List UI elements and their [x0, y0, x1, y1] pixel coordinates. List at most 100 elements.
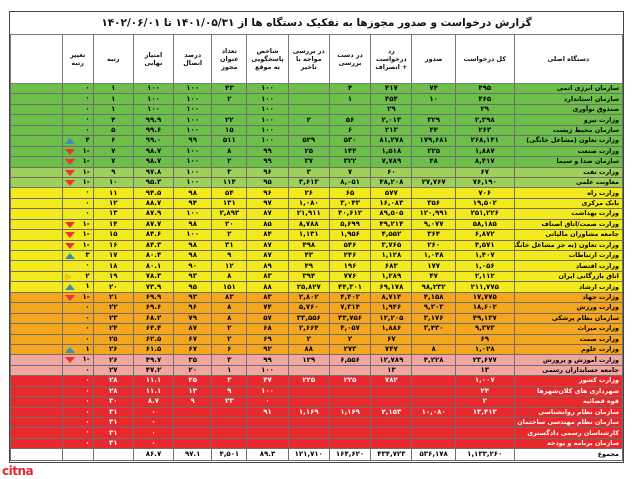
cell-ontime: ۱۰۰ — [246, 103, 289, 116]
table-row: کارشناسان رسمی دادگستری ۰ ۳۱ ۰ — [10, 427, 624, 439]
cell-spacer — [10, 333, 63, 345]
cell-rank-change: -۱ — [61, 354, 94, 366]
cell-ontime — [246, 437, 289, 450]
cell-rank-change: ۰ — [61, 323, 94, 335]
cell-issued: ۴۸ — [411, 156, 456, 168]
cell-requests: ۱۷,۷۷۵ — [454, 291, 515, 304]
header-row: دستگاه اصلی کل درخواست صدور رد درخواست +… — [10, 34, 624, 84]
cell-permit-count: ۸ — [211, 302, 248, 314]
cell-rank: ۳۱ — [92, 406, 134, 419]
cell-ontime: ۱۰۰ — [246, 385, 289, 398]
cell-org-name: وزارت صنعت — [513, 145, 624, 158]
cell-permit-count — [211, 427, 248, 439]
cell-org-name: وزارت بهداشت — [513, 208, 624, 220]
table-row: وزارت میراث ۹,۳۷۳ ۳,۴۳۰ ۱,۸۸۶ ۴,۰۵۷ ۲,۶۶۴ ۶۸ ۲ ۸… — [10, 323, 624, 335]
cell-rejected: ۶۷ — [370, 333, 413, 345]
cell-connection: ۱۰۰ — [173, 124, 213, 137]
cell-spacer — [10, 176, 63, 189]
cell-requests: ۷۶,۱۹۰ — [454, 176, 515, 189]
cell-rank: ۱۲ — [92, 197, 134, 210]
cell-org-name: وزارت علوم — [513, 343, 624, 356]
cell-issued — [411, 385, 456, 398]
rank-change-value: ۰ — [85, 84, 90, 92]
cell-delayed — [287, 82, 330, 95]
cell-rank: ۲۶ — [92, 354, 134, 366]
cell-permit-count: ۳۱ — [211, 239, 248, 252]
cell-rank: ۱۵ — [92, 229, 134, 241]
cell-score: ۶۹.۶ — [132, 302, 175, 314]
cell-connection: ۹۸ — [173, 239, 213, 252]
rank-change-value: -۱ — [82, 230, 90, 239]
cell-delayed — [287, 124, 330, 137]
cell-ontime: ۱۰۰ — [246, 93, 289, 105]
cell-rejected: ۴,۵۵۲ — [370, 229, 413, 241]
table-row: وزارت اقتصاد ۱,۰۵۶ ۱۷۷ ۶۸۳ ۱۹۶ ۴۹ ۸۹ ۱۲ ۹۰ ۸۰.۱ ۱۸… — [10, 260, 624, 272]
cell-rank: ۲۸ — [92, 385, 134, 398]
cell-requests: ۲۱۱,۷۷۵ — [454, 281, 515, 293]
cell-rank: ۱۸ — [92, 260, 134, 272]
cell-rank-change: ۰ — [61, 187, 94, 199]
cell-score: ۱۱.۱ — [132, 375, 175, 387]
cell-permit-count: ۳ — [211, 375, 248, 387]
cell-under-review: ۵۳۰ — [328, 135, 372, 147]
cell-under-review: ۴۴,۳۰۱ — [328, 281, 372, 293]
cell-score: ۱۰۰ — [132, 82, 175, 95]
header-spacer — [10, 34, 63, 84]
cell-score: ۰ — [132, 437, 175, 450]
cell-score: ۷۳.۹ — [132, 281, 175, 293]
header-connection: درصد اتصال — [173, 34, 213, 84]
cell-delayed: ۲۱,۹۱۱ — [287, 208, 330, 220]
cell-rejected: ۱,۵۱۸ — [370, 145, 413, 158]
cell-connection: ۶۷ — [173, 343, 213, 356]
header-permit-count: تعداد عنوان مجوز — [211, 34, 248, 84]
cell-rank: ۷ — [92, 145, 134, 158]
cell-permit-count — [211, 406, 248, 419]
cell-connection: ۱۰۰ — [173, 145, 213, 158]
cell-spacer — [10, 260, 63, 272]
cell-connection: ۱۰۰ — [173, 82, 213, 95]
cell-connection: ۹۳ — [173, 270, 213, 283]
cell-issued: ۳۲۹ — [411, 114, 456, 126]
table-row: وزارت بهداشت ۲۵۱,۲۲۶ ۱۲۰,۹۹۱ ۸۹,۵۰۵ ۴۰,۶۱۲ ۲۱… — [10, 208, 624, 220]
table-row: سازمان برنامه و بودجه ۰ ۳۱ ۰ — [10, 437, 624, 450]
table-row: اتاق بازرگانی ایران ۲,۱۱۲ ۴۷ ۱,۲۸۹ ۷۷۶ ۳۹۴ ۸۳ ۸… — [10, 270, 624, 283]
cell-connection: ۱۰۰ — [173, 93, 213, 105]
rank-change-value: ۰ — [85, 313, 90, 322]
cell-org-name: سازمان برنامه و بودجه — [513, 437, 624, 450]
rank-down-icon — [64, 148, 75, 155]
rank-change-value: -۱ — [82, 240, 90, 249]
cell-permit-count: ۲ — [211, 93, 248, 105]
cell-issued: ۴,۲۲۸ — [411, 354, 456, 366]
cell-connection: ۱۰۰ — [173, 103, 213, 116]
cell-permit-count: ۸ — [211, 312, 248, 325]
table-row: وزارت کشور ۱,۰۰۷ ۷۸۲ ۲۲۵ ۲۲۵ ۴۷ ۳ ۲۵ ۱۱.۱ ۲۸ ۰ — [10, 375, 624, 387]
cell-connection — [173, 406, 213, 419]
table-row: جامعه مشاوران مالیاتی ۶,۸۷۲ ۳۶۴ ۴,۵۵۲ ۱,۹۵۶ ۱… — [10, 229, 624, 241]
cell-ontime: ۹۱ — [246, 406, 289, 419]
cell-delayed: ۱,۱۶۹ — [287, 406, 330, 419]
cell-delayed — [287, 364, 330, 377]
cell-rank: ۱ — [92, 93, 134, 105]
cell-requests: ۲۳,۶۷۷ — [454, 354, 515, 366]
cell-ontime: ۵۷ — [246, 312, 289, 325]
rank-down-icon — [64, 294, 75, 301]
table-row: سازمان نظام مهندسی ساختمان ۰ ۳۱ ۰ — [10, 416, 624, 429]
cell-connection: ۹۴ — [173, 197, 213, 210]
cell-delayed — [287, 385, 330, 398]
cell-issued: ۱,۰۴۸ — [411, 249, 456, 262]
cell-spacer — [10, 312, 63, 325]
cell-issued: ۲۷,۷۶۷ — [411, 176, 456, 189]
cell-rank-change: -۱ — [61, 145, 94, 158]
cell-issued: ۴,۱۵۸ — [411, 291, 456, 304]
cell-permit-count: ۱۳۱ — [211, 197, 248, 210]
cell-issued: ۱۰,۰۸۰ — [411, 406, 456, 419]
cell-under-review: ۱۹۶ — [328, 260, 372, 272]
cell-under-review: ۴ — [328, 82, 372, 95]
cell-delayed: ۲۵ — [287, 145, 330, 158]
cell-connection: ۲۰ — [173, 364, 213, 377]
cell-rank-change: ۰ — [61, 375, 94, 387]
cell-rank-change: -۱ — [61, 166, 94, 178]
cell-delayed — [287, 93, 330, 105]
cell-score: ۸۷.۷ — [132, 218, 175, 231]
header-ontime: شاخص پاسخگویی به موقع — [246, 34, 289, 84]
